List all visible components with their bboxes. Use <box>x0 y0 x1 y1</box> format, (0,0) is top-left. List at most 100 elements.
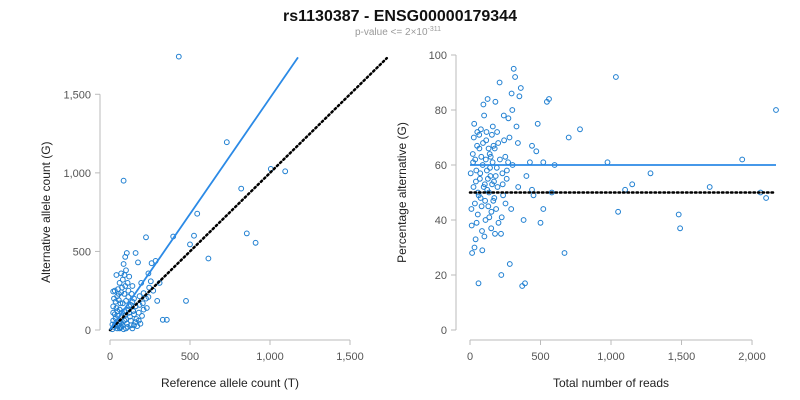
data-point <box>110 288 117 295</box>
data-point <box>486 151 493 157</box>
data-point <box>116 325 123 332</box>
fit-line <box>109 56 299 331</box>
data-point <box>493 206 500 212</box>
chart-percentage-alternative: 0 500 1,000 1,500 2,000 0 20 40 60 80 100 Total num… <box>395 50 779 390</box>
data-point <box>472 156 479 163</box>
data-point <box>517 85 524 91</box>
data-point <box>122 283 129 289</box>
data-point <box>175 53 182 60</box>
x-tick-label: 0 <box>467 351 473 363</box>
data-point <box>491 145 498 152</box>
data-point <box>132 250 139 256</box>
data-point <box>191 232 197 239</box>
data-point <box>119 284 125 291</box>
data-point <box>565 134 572 141</box>
data-point <box>499 181 506 188</box>
data-point <box>497 156 503 163</box>
data-point <box>561 250 568 256</box>
data-point <box>478 153 485 160</box>
data-point <box>145 294 152 300</box>
data-point <box>484 96 491 102</box>
data-point <box>139 300 146 307</box>
data-point <box>134 323 141 330</box>
data-point <box>120 261 127 267</box>
data-point <box>500 112 507 119</box>
data-point <box>485 203 492 210</box>
data-point <box>183 298 189 304</box>
data-point <box>114 308 121 315</box>
data-point <box>506 134 513 141</box>
data-point <box>473 219 480 226</box>
data-point <box>515 184 522 190</box>
data-point <box>135 317 142 324</box>
data-point <box>487 164 493 171</box>
data-point <box>122 254 129 260</box>
data-point <box>474 129 481 135</box>
data-point <box>113 305 120 311</box>
data-point <box>481 112 488 119</box>
figure-subtitle: p-value <= 2×10-311 <box>355 26 441 38</box>
data-point <box>488 225 495 232</box>
data-point <box>469 250 476 256</box>
data-point <box>491 195 498 201</box>
data-point <box>613 74 619 80</box>
data-point <box>118 324 125 330</box>
data-point <box>163 316 170 323</box>
figure-title: rs1130387 - ENSG00000179344 <box>283 8 517 25</box>
data-point <box>480 101 487 108</box>
data-point <box>126 273 133 280</box>
data-point <box>476 145 483 152</box>
data-point <box>140 306 147 313</box>
data-point <box>496 79 503 86</box>
subtitle-times: × <box>411 27 417 38</box>
y-tick-label: 80 <box>435 105 447 117</box>
data-point <box>481 233 488 240</box>
data-point <box>473 178 479 185</box>
data-point <box>498 214 505 221</box>
data-point <box>489 123 496 130</box>
data-point <box>470 184 477 190</box>
data-point <box>513 123 520 130</box>
data-point <box>125 287 132 294</box>
x-tick-label: 0 <box>107 351 113 363</box>
data-point <box>489 131 495 138</box>
y-tick-label: 0 <box>85 325 91 337</box>
data-point <box>537 219 544 226</box>
data-point <box>473 167 480 174</box>
data-point <box>485 175 491 182</box>
data-point <box>116 280 123 286</box>
data-point <box>544 98 550 105</box>
data-point <box>131 322 137 329</box>
data-point <box>548 189 555 196</box>
data-point <box>523 173 530 179</box>
data-point <box>604 159 611 166</box>
y-tick-label: 40 <box>435 215 447 227</box>
subtitle-exponent: -311 <box>428 26 442 33</box>
data-point <box>488 208 495 215</box>
data-point <box>479 228 485 234</box>
data-point <box>477 175 483 182</box>
data-point <box>471 120 478 127</box>
y-tick-label: 0 <box>441 325 447 337</box>
data-point <box>484 167 490 174</box>
data-point <box>482 197 489 204</box>
x-axis-label: Total number of reads <box>553 376 669 390</box>
data-point <box>479 247 486 254</box>
data-point <box>143 305 150 311</box>
data-point <box>508 206 515 212</box>
data-point <box>495 140 502 146</box>
data-point <box>516 93 523 100</box>
data-point <box>147 278 154 285</box>
data-point <box>534 120 541 127</box>
data-point <box>492 98 499 105</box>
data-point <box>125 294 132 300</box>
data-point <box>238 185 245 192</box>
data-point <box>475 280 482 287</box>
data-point <box>468 206 475 212</box>
data-point <box>474 211 481 218</box>
data-point <box>540 206 547 212</box>
data-point <box>490 142 497 149</box>
data-point <box>533 148 540 155</box>
data-point <box>139 313 145 319</box>
